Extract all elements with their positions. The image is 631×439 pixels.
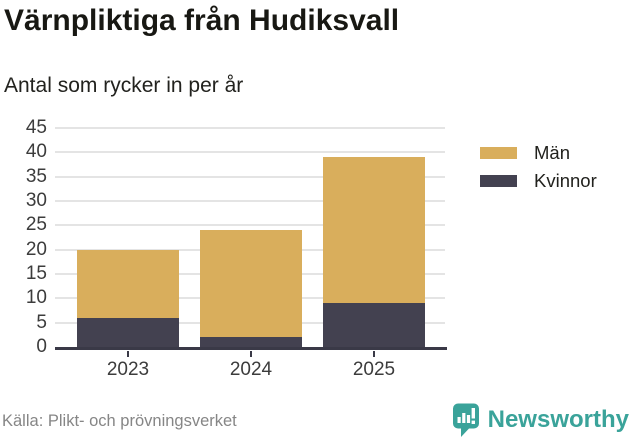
y-axis-label-30: 30 <box>25 190 47 211</box>
y-axis-label-10: 10 <box>25 287 47 309</box>
gridline-35 <box>55 175 445 178</box>
y-axis-label-35: 35 <box>25 165 47 187</box>
legend-item-kvinnor: Kvinnor <box>480 170 597 191</box>
source-note: Källa: Plikt- och prövningsverket <box>2 412 237 430</box>
bar-segment-kvinnor-2024 <box>200 337 302 347</box>
bar-segment-män-2024 <box>200 230 302 338</box>
chart-subtitle: Antal som rycker in per år <box>4 74 244 97</box>
gridline-25 <box>55 224 445 227</box>
bar-segment-kvinnor-2025 <box>323 303 425 347</box>
gridline-45 <box>55 127 445 129</box>
bar-segment-män-2025 <box>323 157 425 304</box>
x-axis-label-2025: 2025 <box>352 359 396 380</box>
y-axis-label-5: 5 <box>36 311 47 333</box>
y-axis-label-15: 15 <box>25 263 47 284</box>
y-axis-label-40: 40 <box>25 141 47 163</box>
y-axis-label-0: 0 <box>36 336 47 357</box>
gridline-30 <box>55 200 445 202</box>
page-title: Värnpliktiga från Hudiksvall <box>4 4 400 37</box>
newsworthy-logo-text: Newsworthy <box>487 406 629 433</box>
x-axis-line <box>55 347 447 350</box>
y-axis-label-25: 25 <box>25 214 47 236</box>
legend-swatch-män <box>480 147 517 159</box>
x-axis-label-2023: 2023 <box>106 359 150 380</box>
legend-label-män: Män <box>534 142 570 163</box>
x-axis-tick-2023 <box>127 351 129 357</box>
legend-item-män: Män <box>480 142 597 163</box>
legend-label-kvinnor: Kvinnor <box>534 170 597 191</box>
newsworthy-logo-icon <box>452 403 479 437</box>
bar-segment-kvinnor-2023 <box>77 317 179 347</box>
x-axis-label-2024: 2024 <box>229 359 273 380</box>
bar-segment-män-2023 <box>77 249 179 318</box>
y-axis-label-20: 20 <box>25 238 47 260</box>
gridline-40 <box>55 151 445 154</box>
chart-legend: Män Kvinnor <box>480 142 597 200</box>
newsworthy-logo: Newsworthy <box>451 402 629 438</box>
y-axis-label-45: 45 <box>25 117 47 138</box>
x-axis-tick-2024 <box>250 351 252 357</box>
legend-swatch-kvinnor <box>480 175 517 187</box>
x-axis-tick-2025 <box>373 351 375 357</box>
